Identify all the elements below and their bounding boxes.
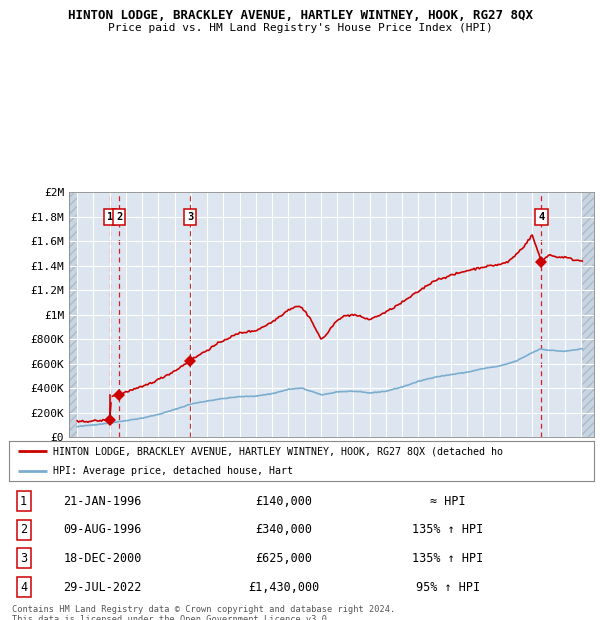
Text: 135% ↑ HPI: 135% ↑ HPI bbox=[412, 552, 484, 565]
Text: 3: 3 bbox=[187, 211, 193, 222]
Text: 4: 4 bbox=[20, 580, 27, 593]
Text: 18-DEC-2000: 18-DEC-2000 bbox=[64, 552, 142, 565]
Bar bbox=[69, 192, 77, 437]
Text: 29-JUL-2022: 29-JUL-2022 bbox=[64, 580, 142, 593]
Text: ≈ HPI: ≈ HPI bbox=[430, 495, 466, 508]
Text: £340,000: £340,000 bbox=[256, 523, 313, 536]
Text: 1: 1 bbox=[107, 211, 113, 222]
Text: 09-AUG-1996: 09-AUG-1996 bbox=[64, 523, 142, 536]
Text: Price paid vs. HM Land Registry's House Price Index (HPI): Price paid vs. HM Land Registry's House … bbox=[107, 23, 493, 33]
Text: Contains HM Land Registry data © Crown copyright and database right 2024.
This d: Contains HM Land Registry data © Crown c… bbox=[12, 604, 395, 620]
Text: 1: 1 bbox=[20, 495, 27, 508]
Text: HINTON LODGE, BRACKLEY AVENUE, HARTLEY WINTNEY, HOOK, RG27 8QX: HINTON LODGE, BRACKLEY AVENUE, HARTLEY W… bbox=[67, 9, 533, 22]
Text: HINTON LODGE, BRACKLEY AVENUE, HARTLEY WINTNEY, HOOK, RG27 8QX (detached ho: HINTON LODGE, BRACKLEY AVENUE, HARTLEY W… bbox=[53, 446, 503, 456]
Text: £1,430,000: £1,430,000 bbox=[248, 580, 320, 593]
Text: 2: 2 bbox=[20, 523, 27, 536]
Text: HPI: Average price, detached house, Hart: HPI: Average price, detached house, Hart bbox=[53, 466, 293, 476]
Text: 4: 4 bbox=[538, 211, 545, 222]
Text: 95% ↑ HPI: 95% ↑ HPI bbox=[416, 580, 480, 593]
Text: 3: 3 bbox=[20, 552, 27, 565]
Text: 2: 2 bbox=[116, 211, 122, 222]
Text: £140,000: £140,000 bbox=[256, 495, 313, 508]
Text: 21-JAN-1996: 21-JAN-1996 bbox=[64, 495, 142, 508]
Bar bbox=[581, 192, 594, 437]
Text: 135% ↑ HPI: 135% ↑ HPI bbox=[412, 523, 484, 536]
Text: £625,000: £625,000 bbox=[256, 552, 313, 565]
